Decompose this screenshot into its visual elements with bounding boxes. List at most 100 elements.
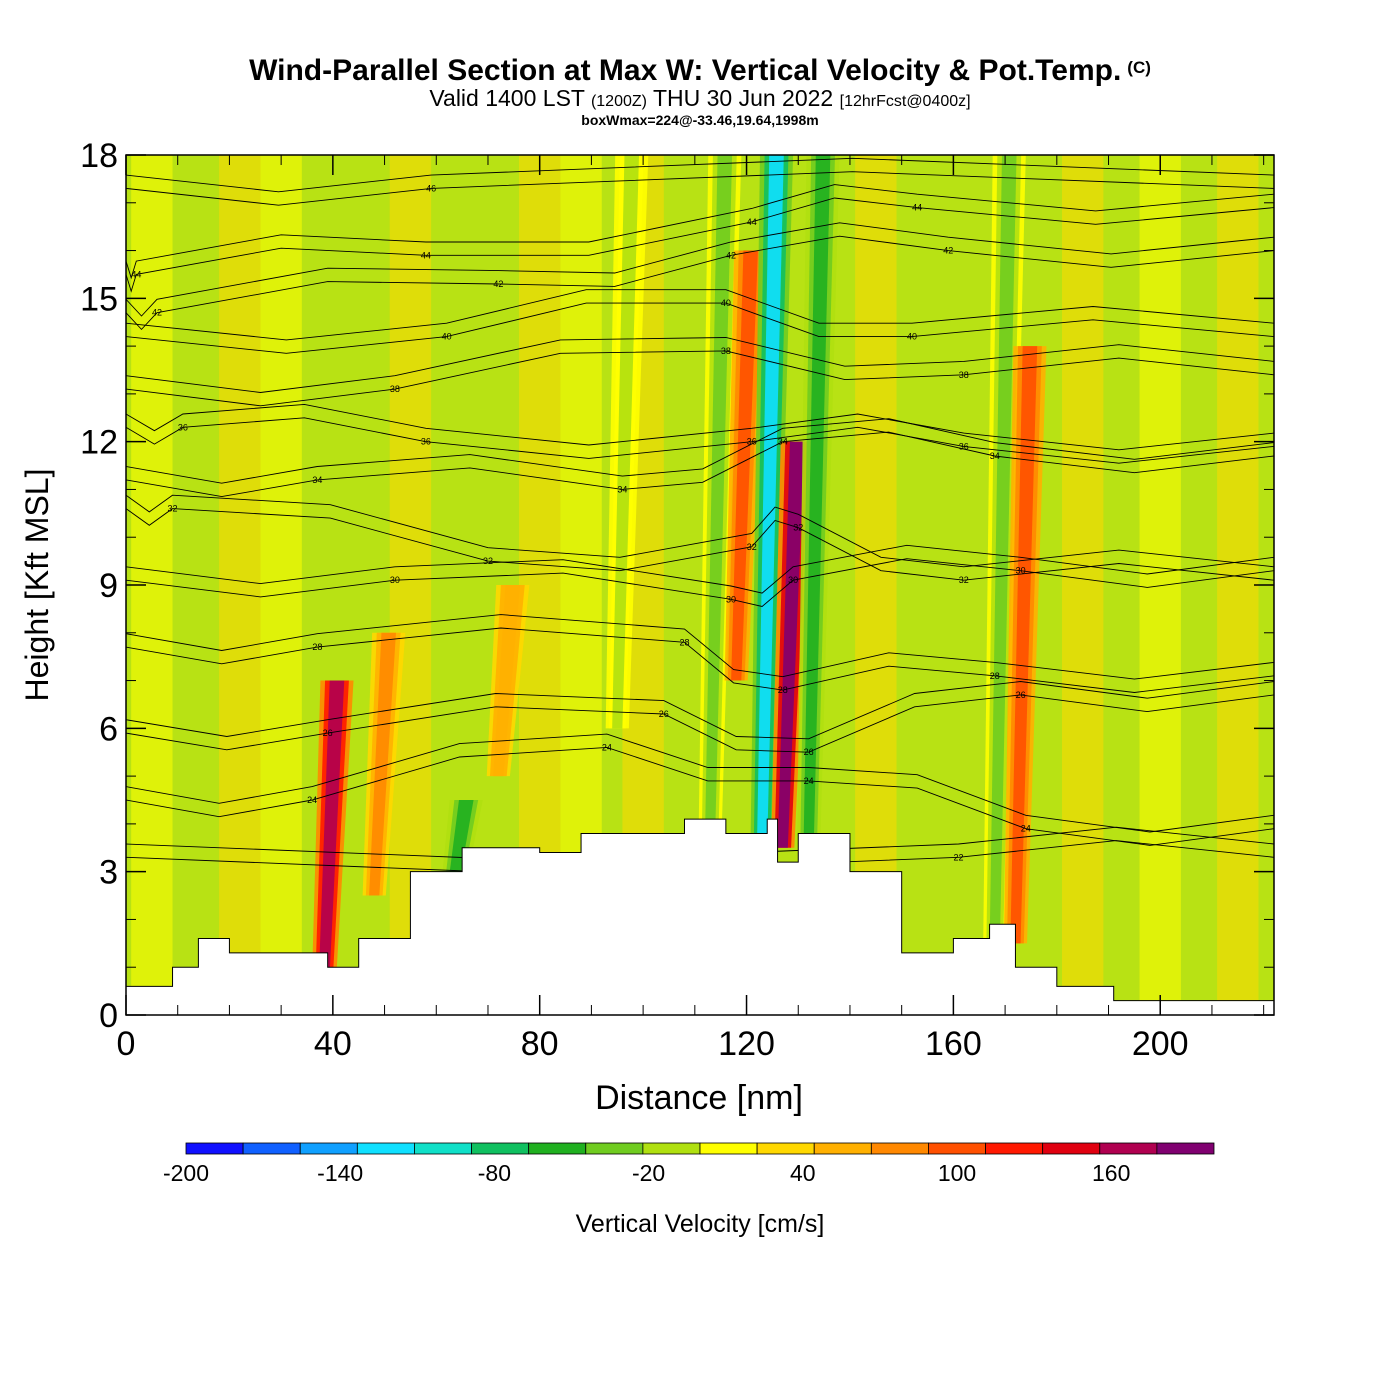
colorbar-swatch <box>1156 1142 1215 1155</box>
colorbar-swatch <box>870 1142 929 1155</box>
theta-label: 22 <box>954 852 964 862</box>
theta-label: 26 <box>323 728 333 738</box>
x-tick-label: 160 <box>925 1025 982 1063</box>
colorbar-swatch <box>185 1142 244 1155</box>
theta-contour-44 <box>126 197 1274 293</box>
theta-label: 44 <box>912 203 922 213</box>
ambient-band-10 <box>1217 155 1259 1015</box>
theta-label: 28 <box>990 671 1000 681</box>
plot-area: 22 24 24 24 24 26 26 26 26 28 28 28 28 30 30 30 30 32 32 32… <box>126 155 1274 1015</box>
theta-labels: 22 24 24 24 24 26 26 26 26 28 28 28 28 30 30 30 30 32 32 32… <box>131 183 1030 862</box>
colorbar-swatch <box>1042 1142 1101 1155</box>
velocity-band-6 <box>750 155 794 848</box>
colorbar-tick-label: -20 <box>632 1160 665 1186</box>
wmax-note: boxWmax=224@-33.46,19.64,1998m <box>581 112 819 128</box>
theta-label: 30 <box>726 594 736 604</box>
ambient-band-9 <box>1139 155 1181 1015</box>
theta-label: 38 <box>721 346 731 356</box>
theta-label: 28 <box>778 685 788 695</box>
x-tick-label: 40 <box>314 1025 352 1063</box>
ambient-band-1 <box>219 155 261 1015</box>
chart-title: Wind-Parallel Section at Max W: Vertical… <box>249 54 1151 87</box>
theta-label: 24 <box>804 776 814 786</box>
velocity-band-0 <box>310 680 354 1015</box>
colorbar-swatch <box>471 1142 530 1155</box>
theta-contour-42 <box>126 235 1274 331</box>
theta-label: 40 <box>907 332 917 342</box>
y-tick-label: 3 <box>99 854 118 892</box>
theta-contour-31 <box>126 544 1274 594</box>
colorbar-swatch <box>985 1142 1044 1155</box>
theta-label: 34 <box>312 475 322 485</box>
colorbar-tick-label: 160 <box>1092 1160 1130 1186</box>
colorbar-swatch <box>299 1142 358 1155</box>
theta-contour-46 <box>126 171 1274 206</box>
theta-label: 30 <box>1016 566 1026 576</box>
theta-label: 40 <box>442 332 452 342</box>
theta-label: 38 <box>390 384 400 394</box>
theta-label: 32 <box>959 575 969 585</box>
theta-label: 44 <box>747 217 757 227</box>
title-block: Wind-Parallel Section at Max W: Vertical… <box>0 52 1400 128</box>
colorbar-tick-label: -140 <box>317 1160 363 1186</box>
theta-label: 36 <box>421 437 431 447</box>
colorbar-swatch <box>1099 1142 1158 1155</box>
theta-label: 30 <box>788 575 798 585</box>
colorbar-swatch <box>813 1142 872 1155</box>
colorbar-swatch <box>585 1142 644 1155</box>
theta-contour-40 <box>126 302 1274 354</box>
theta-contour-41 <box>126 289 1274 341</box>
theta-label: 30 <box>390 575 400 585</box>
y-tick-label: 9 <box>99 567 118 605</box>
theta-label: 36 <box>747 437 757 447</box>
x-tick-label: 80 <box>521 1025 559 1063</box>
theta-contours <box>126 157 1274 875</box>
velocity-band-10 <box>1003 346 1047 944</box>
theta-label: 32 <box>793 523 803 533</box>
x-axis: 0 40 80 120 160 200 <box>117 155 1265 1063</box>
theta-label: 34 <box>617 484 627 494</box>
x-axis-label: Distance [nm] <box>595 1079 803 1117</box>
colorbar-tick-label: -80 <box>478 1160 511 1186</box>
chart-subtitle: Valid 1400 LST (1200Z) THU 30 Jun 2022 [… <box>429 85 971 111</box>
theta-label: 36 <box>178 422 188 432</box>
y-tick-label: 6 <box>99 710 118 748</box>
theta-label: 24 <box>1021 824 1031 834</box>
x-tick-label: 200 <box>1132 1025 1189 1063</box>
colorbar-swatch <box>414 1142 472 1155</box>
velocity-band-4 <box>698 155 742 824</box>
velocity-band-8 <box>797 155 840 848</box>
theta-label: 38 <box>959 370 969 380</box>
theta-contour-34 <box>126 431 1274 498</box>
velocity-band-3 <box>486 585 530 777</box>
x-tick-label: 0 <box>117 1025 136 1063</box>
x-tick-label: 120 <box>718 1025 775 1063</box>
theta-label: 42 <box>943 246 953 256</box>
copyright-mark: (C) <box>1127 58 1151 77</box>
y-axis-label: Height [Kft MSL] <box>19 469 55 702</box>
colorbar-swatch <box>242 1142 301 1155</box>
theta-label: 32 <box>483 556 493 566</box>
theta-contour-43 <box>126 222 1274 317</box>
colorbar-swatch <box>928 1142 986 1155</box>
theta-label: 36 <box>959 441 969 451</box>
velocity-band-11 <box>605 155 649 729</box>
ambient-band-2 <box>260 155 302 1015</box>
colorbar-swatch <box>528 1142 587 1155</box>
theta-contour-36 <box>126 417 1274 464</box>
theta-contour-30 <box>126 558 1274 607</box>
colorbar-tick-label: 40 <box>790 1160 816 1186</box>
theta-contour-33 <box>126 494 1274 568</box>
theta-contour-26 <box>126 694 1274 753</box>
theta-contour-25 <box>126 733 1274 833</box>
theta-contour-47 <box>126 157 1274 193</box>
theta-contour-28 <box>126 627 1274 693</box>
theta-label: 34 <box>778 437 788 447</box>
theta-label: 26 <box>804 747 814 757</box>
colorbar: -200 -140 -80 -20 40 100 160 <box>163 1142 1215 1186</box>
theta-contour-22 <box>126 840 1274 875</box>
terrain <box>126 818 1274 1015</box>
theta-contour-32 <box>126 508 1274 581</box>
theta-contour-23 <box>126 826 1274 862</box>
